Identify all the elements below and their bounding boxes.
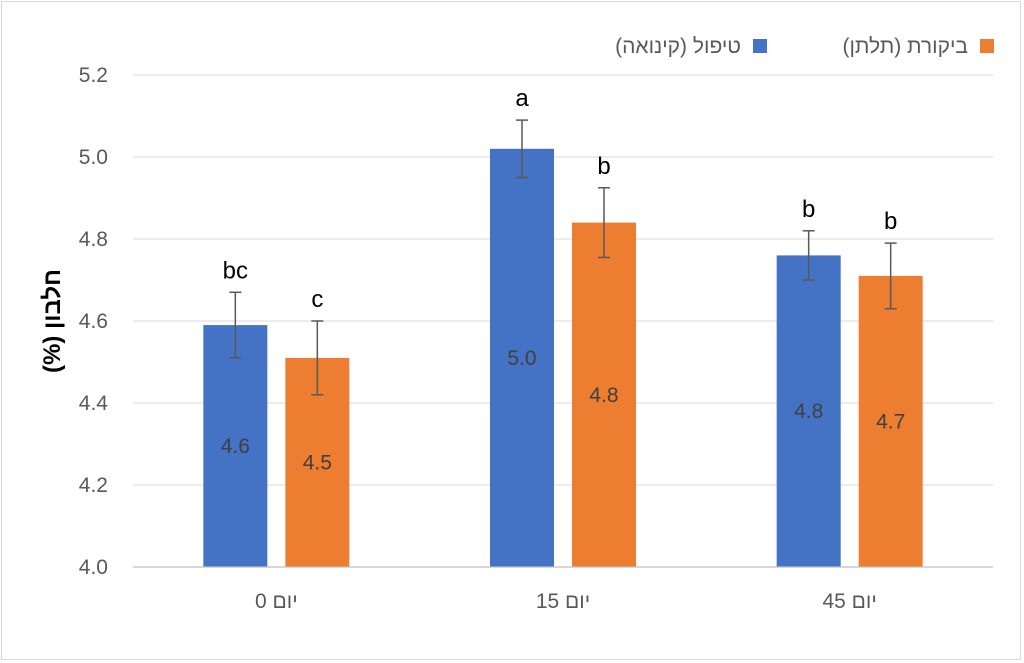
y-tick-label: 4.6: [79, 310, 108, 333]
x-category-label: יום 0: [255, 590, 298, 613]
data-labels: 4.6 4.5 5.0 4.8 4.8 4.7: [221, 347, 906, 475]
y-tick-label: 4.4: [79, 392, 109, 415]
significance-label: bc: [223, 257, 248, 284]
bar: [572, 222, 636, 567]
legend-swatch: [753, 39, 767, 53]
data-label: 4.8: [794, 400, 823, 423]
bar: [858, 275, 923, 567]
y-tick-label: 5.2: [79, 64, 108, 87]
bar: [776, 255, 841, 567]
legend-label: ביקורת (תלתן): [842, 35, 968, 58]
significance-label: b: [884, 208, 897, 235]
significance-label: b: [802, 196, 815, 223]
significance-label: b: [597, 153, 610, 180]
y-tick-label: 5.0: [79, 146, 108, 169]
significance-label: c: [311, 286, 323, 313]
legend-swatch: [980, 39, 994, 53]
significance-letters: bc c a b b b: [223, 85, 898, 313]
bar: [490, 148, 554, 568]
y-tick-label: 4.8: [79, 228, 108, 251]
error-bars: [229, 119, 897, 396]
data-label: 5.0: [507, 347, 536, 370]
y-tick-label: 4.2: [79, 474, 108, 497]
axes: 4.0 4.2 4.4 4.6 4.8 5.0 5.2 יום 0 יום 15 יום 45: [79, 64, 993, 613]
bars: [203, 148, 923, 568]
gridlines: [133, 74, 993, 486]
y-tick-label: 4.0: [79, 556, 108, 579]
y-axis-label: חלבון (%): [39, 269, 66, 373]
x-category-label: יום 45: [822, 590, 876, 613]
bar: [203, 325, 268, 567]
data-label: 4.5: [303, 451, 332, 474]
legend: טיפול (קינואה) ביקורת (תלתן): [615, 35, 994, 58]
data-label: 4.8: [589, 384, 618, 407]
data-label: 4.7: [876, 410, 905, 433]
significance-label: a: [515, 85, 529, 112]
legend-label: טיפול (קינואה): [615, 35, 741, 58]
x-category-label: יום 15: [536, 590, 590, 613]
data-label: 4.6: [221, 435, 250, 458]
